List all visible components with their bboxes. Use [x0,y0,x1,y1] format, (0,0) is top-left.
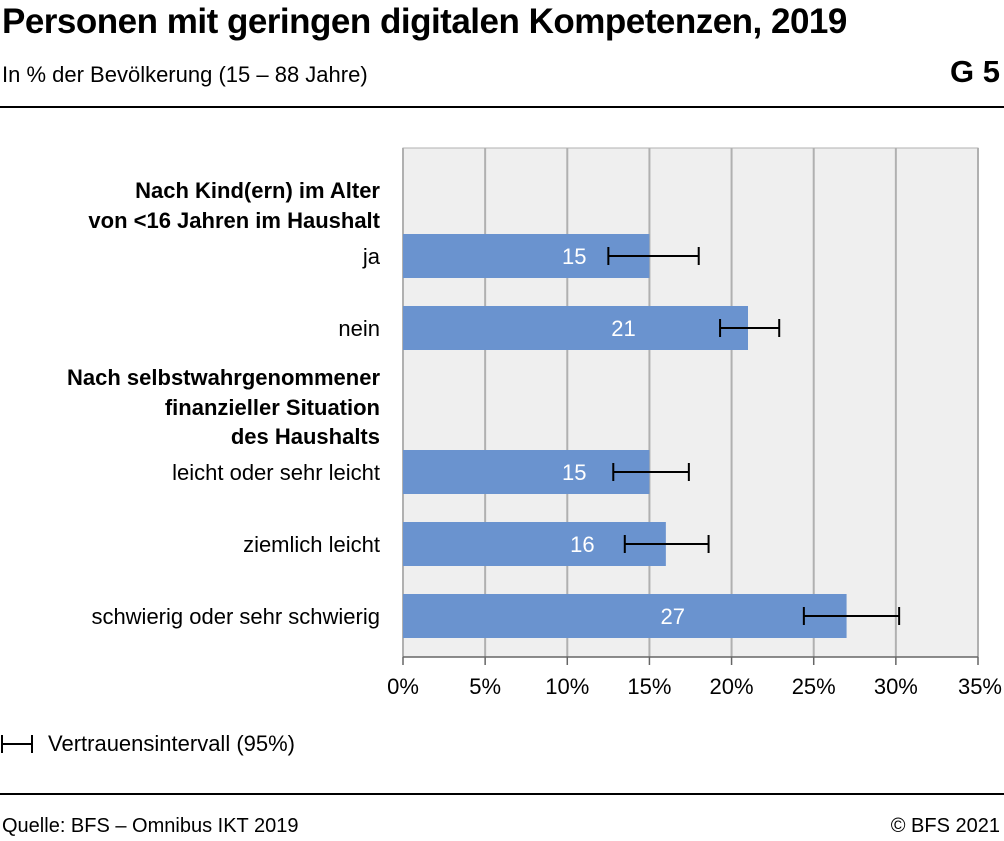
category-label: ja [362,244,381,269]
bar-value-label: 15 [562,460,586,485]
bar [403,306,748,350]
bar-value-label: 16 [570,532,594,557]
x-tick-label: 15% [627,674,671,699]
group-label: Nach selbstwahrgenommener [67,365,380,390]
group-label: des Haushalts [231,424,380,449]
category-label: nein [338,316,380,341]
x-tick-label: 20% [710,674,754,699]
x-tick-label: 30% [874,674,918,699]
chart-subtitle: In % der Bevölkerung (15 – 88 Jahre) [2,62,368,87]
chart-title: Personen mit geringen digitalen Kompeten… [2,2,847,41]
figure-number: G 5 [950,54,1000,89]
source-note: Quelle: BFS – Omnibus IKT 2019 [2,815,299,837]
x-tick-label: 5% [469,674,501,699]
copyright-note: © BFS 2021 [890,815,1000,837]
group-label: finanzieller Situation [165,395,380,420]
x-tick-label: 0% [387,674,419,699]
bar-value-label: 21 [611,316,635,341]
bottom-divider [0,793,1004,795]
group-label: von <16 Jahren im Haushalt [88,208,380,233]
legend-label: Vertrauensintervall (95%) [48,731,296,756]
plot-background [402,147,979,658]
bar [403,522,666,566]
bar-chart: 0% 5% 10% 15% 20% 25% 30% 35% Nach Kind(ern) im … [1,147,1002,753]
category-label: schwierig oder sehr schwierig [91,604,380,629]
bar [403,450,650,494]
x-tick-label: 35% [958,674,1002,699]
top-divider [0,106,1004,108]
bar-value-label: 15 [562,244,586,269]
category-label: ziemlich leicht [243,532,380,557]
group-label: Nach Kind(ern) im Alter [135,178,380,203]
bar [403,594,847,638]
bar-value-label: 27 [661,604,685,629]
x-tick-label: 25% [792,674,836,699]
x-tick-label: 10% [545,674,589,699]
category-label: leicht oder sehr leicht [172,460,380,485]
